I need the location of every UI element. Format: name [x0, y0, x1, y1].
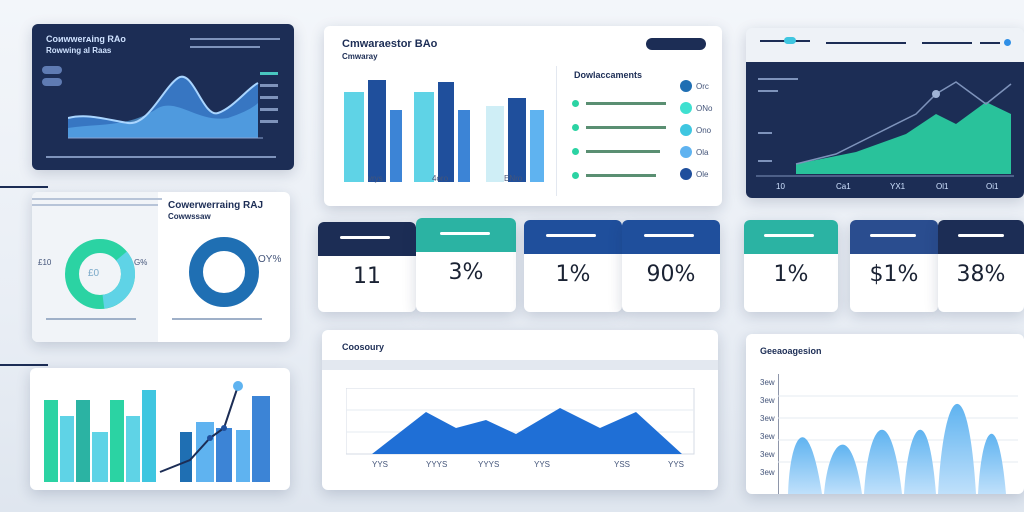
kpi-card[interactable]: 3% [416, 218, 516, 312]
legend-item: Ole [680, 168, 714, 180]
legend-title: Dowlaccaments [574, 70, 643, 80]
kpi-card[interactable]: 90% [622, 220, 720, 312]
peak-chart [778, 374, 1018, 494]
axis-label: 3ew [760, 468, 775, 477]
tick-label: 4oro [432, 174, 449, 183]
kpi-value: 1% [555, 262, 591, 287]
legend-list [572, 86, 712, 196]
tick-label: vrys [368, 174, 383, 183]
kpi-card[interactable]: $1% [850, 220, 938, 312]
bar-chart [344, 80, 544, 182]
axis-label: 3ew [760, 378, 775, 387]
indicator-dot [784, 37, 796, 44]
tick-label: YYS [372, 460, 389, 469]
donut-label: G% [134, 258, 148, 267]
menu-pill-button[interactable] [646, 38, 706, 50]
donut-label: £10 [38, 258, 52, 267]
kpi-value: 11 [353, 264, 381, 289]
panel-title: Cmwaraestor BAo [342, 38, 438, 50]
bar-line-chart-panel [30, 368, 290, 490]
tick-label: YYYS [478, 460, 500, 469]
donut-chart [65, 239, 135, 309]
tick-label: Ol1 [936, 182, 949, 191]
panel-title: Geeaoagesion [760, 346, 822, 356]
tick-label: Ca1 [836, 182, 851, 191]
panel-subtitle: Cowwssaw [168, 212, 211, 221]
axis-label: 3ew [760, 450, 775, 459]
toggle-icon[interactable] [42, 66, 62, 74]
panel-title: Coᴎwwerᴀing RAo [46, 34, 126, 44]
bar-chart-panel: Cmwaraestor BAo Cmwaray vrys 4oro ENro D… [324, 26, 722, 206]
tick-label: ENro [504, 174, 523, 183]
tick-label: YYS [534, 460, 551, 469]
area-chart [756, 81, 1014, 177]
tick-label: YYYS [426, 460, 448, 469]
legend-item: Orc [680, 80, 714, 92]
mountain-chart-panel: Coosoury YYS YYYS YYYS YYS YSS YYS [322, 330, 718, 490]
toggle-icon[interactable] [42, 78, 62, 86]
donut-value: £0 [88, 268, 100, 279]
bar-line-chart [44, 381, 270, 482]
kpi-value: 3% [448, 260, 484, 285]
kpi-value: 1% [773, 262, 809, 287]
panel-title: Cowerwerraing RAJ [168, 200, 264, 211]
area-chart-panel: Coᴎwwerᴀing RAo Rowwing al Raas [32, 24, 294, 170]
trend-chart-panel: 10 Ca1 YX1 Ol1 Oi1 [746, 28, 1024, 198]
panel-title: Coosoury [342, 342, 385, 352]
tick-label: YX1 [890, 182, 906, 191]
tick-label: Oi1 [986, 182, 999, 191]
panel-subtitle: Cmwaray [342, 52, 378, 61]
panel-subtitle: Rowwing al Raas [46, 46, 112, 55]
area-chart [346, 388, 695, 455]
donut-chart-panel: Cowerwerraing RAJ Cowwssaw £10 £0 G% OY% [32, 192, 290, 342]
tick-label: YYS [668, 460, 685, 469]
donut-chart [189, 237, 259, 307]
tick-label: 10 [776, 182, 785, 191]
kpi-card[interactable]: 38% [938, 220, 1024, 312]
legend-item: Ono [680, 124, 714, 136]
axis-label: 3ew [760, 396, 775, 405]
legend-item: Ola [680, 146, 714, 158]
donut-value: OY% [258, 254, 282, 265]
kpi-card[interactable]: 1% [524, 220, 622, 312]
kpi-card[interactable]: 1% [744, 220, 838, 312]
kpi-value: $1% [869, 262, 919, 287]
indicator-dot [1004, 39, 1011, 46]
axis-label: 3ew [760, 432, 775, 441]
tick-label: YSS [614, 460, 631, 469]
kpi-card[interactable]: 11 [318, 222, 416, 312]
legend-item: ONo [680, 102, 714, 114]
kpi-value: 90% [646, 262, 696, 287]
peak-chart-panel: Geeaoagesion 3ew 3ew 3ew 3ew 3ew 3ew [746, 334, 1024, 494]
axis-label: 3ew [760, 414, 775, 423]
kpi-value: 38% [956, 262, 1006, 287]
area-chart [68, 75, 263, 139]
